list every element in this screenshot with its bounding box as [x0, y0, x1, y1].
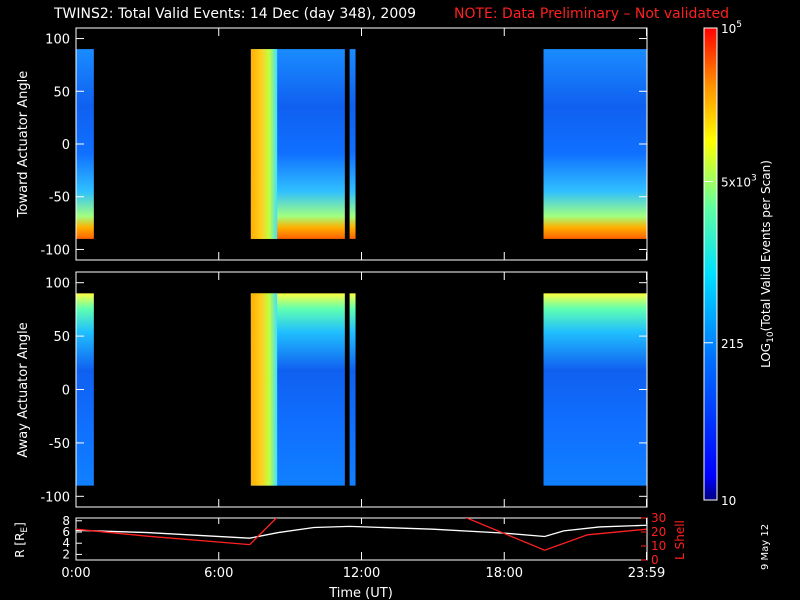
orbit-right-ytick-label: 10	[651, 539, 666, 553]
header: TWINS2: Total Valid Events: 14 Dec (day …	[0, 6, 800, 26]
toward-ytick-label: 100	[45, 33, 70, 48]
away-heatmap-panel: 100 50 0 -50 -100	[40, 271, 648, 508]
toward-ylabel: Toward Actuator Angle	[16, 71, 31, 218]
orbit-right-ytick-label: 30	[651, 511, 666, 525]
x-axis-label: Time (UT)	[328, 586, 393, 600]
away-ytick-label: 0	[62, 384, 70, 399]
away-data-block	[543, 293, 647, 486]
colorbar-gradient	[703, 27, 718, 501]
colorbar-tick-label: 10	[721, 494, 736, 508]
away-heatmap-blocks	[76, 293, 647, 486]
away-hot-band	[250, 293, 278, 486]
orbit-left-ytick-label: 4	[62, 536, 70, 550]
toward-ytick-label: -50	[49, 191, 70, 206]
toward-hot-band	[250, 49, 278, 239]
toward-ytick-label: -100	[40, 243, 70, 258]
toward-ytick-label: 0	[62, 138, 70, 153]
date-stamp: 9 May 12	[760, 523, 771, 570]
orbit-line-r	[76, 524, 647, 539]
x-tick-label: 12:00	[343, 566, 380, 581]
orbit-right-ylabel: L Shell	[673, 520, 687, 560]
orbit-left-ytick-label: 8	[62, 514, 70, 528]
preliminary-note: NOTE: Data Preliminary – Not validated	[454, 6, 729, 22]
away-ytick-label: -100	[40, 490, 70, 505]
toward-data-block	[543, 49, 647, 239]
colorbar-tick-label: 215	[721, 337, 744, 351]
x-tick-label: 6:00	[204, 566, 233, 581]
away-ytick-label: 50	[53, 330, 70, 345]
orbit-left-ylabel: R [RE]	[13, 522, 30, 558]
orbit-right-ytick-label: 20	[651, 525, 666, 539]
orbit-right-ytick-label: 0	[651, 553, 659, 567]
toward-data-block	[76, 49, 94, 239]
toward-data-block	[349, 49, 356, 239]
x-tick-label: 18:00	[486, 566, 523, 581]
away-data-block	[349, 293, 356, 486]
away-ylabel: Away Actuator Angle	[16, 322, 31, 457]
toward-ytick-label: 50	[53, 85, 70, 100]
colorbar-tick-label: 5x103	[721, 174, 757, 190]
away-ytick-label: -50	[49, 437, 70, 452]
toward-heatmap-blocks	[76, 49, 647, 239]
x-tick-label: 23:59	[628, 566, 665, 581]
away-ytick-label: 100	[45, 277, 70, 292]
toward-heatmap-panel: 100 50 0 -50 -100	[40, 27, 648, 261]
colorbar-tick-label: 105	[721, 20, 742, 36]
orbit-line-lshell	[76, 518, 647, 551]
colorbar: 105 5x103 215 10 LOG10(Total Valid Events p…	[703, 20, 776, 508]
away-data-block	[76, 293, 94, 486]
colorbar-label: LOG10(Total Valid Events per Scan)	[759, 160, 776, 368]
orbit-left-ytick-label: 6	[62, 525, 70, 539]
x-tick-label: 0:00	[61, 566, 90, 581]
plot-title: TWINS2: Total Valid Events: 14 Dec (day …	[54, 6, 417, 22]
orbit-left-ytick-label: 2	[62, 547, 70, 561]
